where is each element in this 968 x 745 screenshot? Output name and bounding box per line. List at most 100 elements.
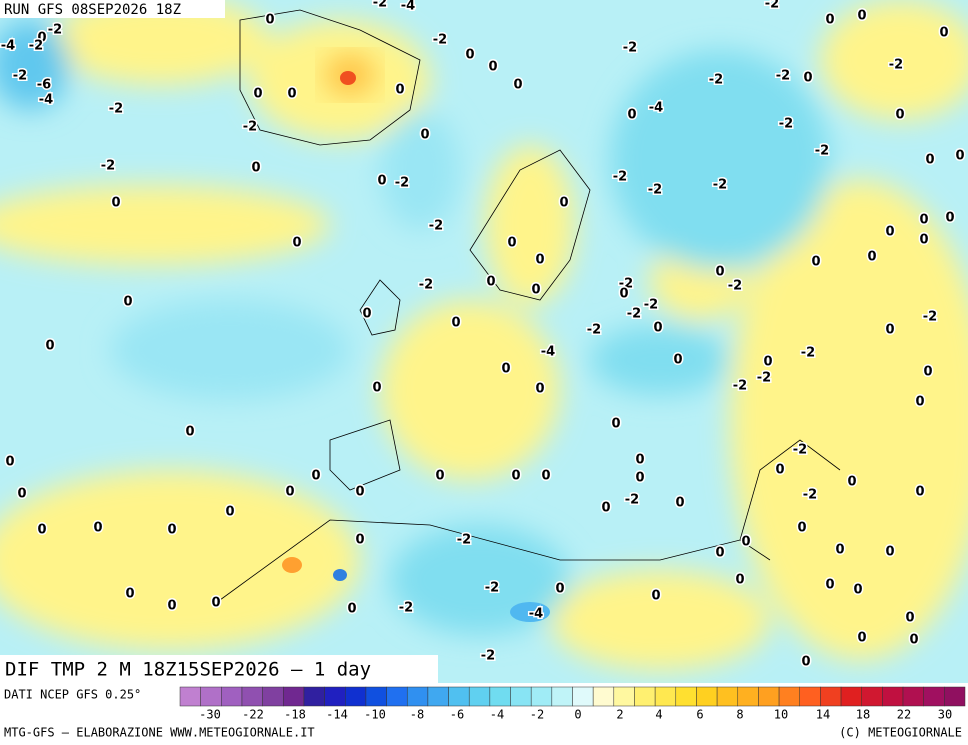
contour-label: 0 (847, 475, 856, 490)
colorbar-label: 0 (574, 708, 581, 722)
contour-label: -2 (419, 278, 433, 293)
contour-label: 0 (939, 26, 948, 41)
contour-label: -2 (481, 649, 495, 664)
run-header: RUN GFS 08SEP2026 18Z (4, 2, 181, 18)
contour-label: 0 (355, 533, 364, 548)
colorbar-label: -6 (450, 708, 464, 722)
contour-label: 0 (465, 48, 474, 63)
colorbar-swatch (654, 686, 677, 707)
contour-label: 0 (167, 523, 176, 538)
contour-label: 0 (601, 501, 610, 516)
contour-label: -2 (619, 277, 633, 292)
contour-label: -4 (401, 0, 415, 14)
colorbar-label: 30 (938, 708, 952, 722)
colorbar-swatch (861, 686, 883, 707)
colorbar-swatch (882, 686, 904, 707)
contour-label: 0 (611, 417, 620, 432)
contour-label: 0 (531, 283, 540, 298)
colorbar-swatch (200, 686, 222, 707)
contour-label: -2 (713, 178, 727, 193)
contour-label: 0 (895, 108, 904, 123)
contour-label: -2 (613, 170, 627, 185)
contour-label: 0 (945, 211, 954, 226)
contour-label: 0 (211, 596, 220, 611)
contour-label: 0 (488, 60, 497, 75)
contour-label: -2 (889, 58, 903, 73)
contour-label: 0 (265, 13, 274, 28)
contour-label: -2 (757, 371, 771, 386)
contour-label: 0 (511, 469, 520, 484)
colorbar-swatch (737, 686, 759, 707)
contour-label: 0 (619, 287, 628, 302)
colorbar-swatch (179, 686, 201, 707)
colorbar-label: -10 (364, 708, 386, 722)
contour-label: 0 (825, 578, 834, 593)
contour-label: -2 (765, 0, 779, 12)
contour-label: -4 (649, 101, 663, 116)
contour-label: 0 (513, 78, 522, 93)
contour-label: 0 (535, 382, 544, 397)
contour-label: 0 (292, 236, 301, 251)
header-box (0, 0, 225, 18)
contour-label: -2 (587, 323, 601, 338)
footer-left: MTG-GFS — ELABORAZIONE WWW.METEOGIORNALE… (4, 726, 315, 740)
contour-label: 0 (857, 631, 866, 646)
colorbar-label: 22 (897, 708, 911, 722)
colorbar-label: -22 (242, 708, 264, 722)
colorbar-swatch (799, 686, 821, 707)
contour-label: -2 (101, 159, 115, 174)
contour-label: 0 (17, 487, 26, 502)
colorbar-swatch (365, 686, 387, 707)
contour-label: 0 (111, 196, 120, 211)
contour-label: -4 (529, 607, 543, 622)
contour-label: 0 (885, 545, 894, 560)
colorbar-swatch (530, 686, 553, 707)
contour-label: -2 (648, 183, 662, 198)
contour-label: -2 (733, 379, 747, 394)
contour-label: 0 (125, 587, 134, 602)
contour-label: 0 (909, 633, 918, 648)
contour-label: -6 (37, 78, 51, 93)
contour-label: 0 (45, 339, 54, 354)
contour-label: -2 (399, 601, 413, 616)
contour-label: 0 (420, 128, 429, 143)
contour-label: 0 (651, 589, 660, 604)
contour-label: 0 (853, 583, 862, 598)
contour-label: -2 (243, 120, 257, 135)
contour-label: -2 (776, 69, 790, 84)
colorbar-swatch (675, 686, 697, 707)
contour-label: 0 (37, 31, 46, 46)
colorbar-swatch (778, 686, 800, 707)
contour-label: 0 (867, 250, 876, 265)
contour-label: 0 (123, 295, 132, 310)
colorbar-swatch (386, 686, 408, 707)
contour-label: 0 (715, 265, 724, 280)
contour-label: 0 (555, 582, 564, 597)
contour-label: 0 (763, 355, 772, 370)
contour-label: 0 (803, 71, 812, 86)
colorbar-swatch (634, 686, 656, 707)
contour-label: 0 (735, 573, 744, 588)
contour-label: -2 (644, 298, 658, 313)
colorbar-swatch (406, 686, 429, 707)
contour-label: -2 (923, 310, 937, 325)
contour-label: -2 (623, 41, 637, 56)
contour-label: -2 (109, 102, 123, 117)
contour-label: 0 (185, 425, 194, 440)
contour-label: 0 (541, 469, 550, 484)
contour-label: 0 (37, 523, 46, 538)
contour-label: 0 (797, 521, 806, 536)
contour-label: 0 (675, 496, 684, 511)
contour-label: 0 (377, 174, 386, 189)
contour-label: 0 (923, 365, 932, 380)
contour-label: 0 (486, 275, 495, 290)
contour-label: 0 (347, 602, 356, 617)
contour-label: 0 (5, 455, 14, 470)
colorbar-label: -8 (410, 708, 424, 722)
contour-label: 0 (435, 469, 444, 484)
footer-right: (C) METEOGIORNALE (839, 726, 962, 740)
contour-label: -4 (39, 93, 53, 108)
contour-label: -2 (433, 33, 447, 48)
contour-label: 0 (835, 543, 844, 558)
